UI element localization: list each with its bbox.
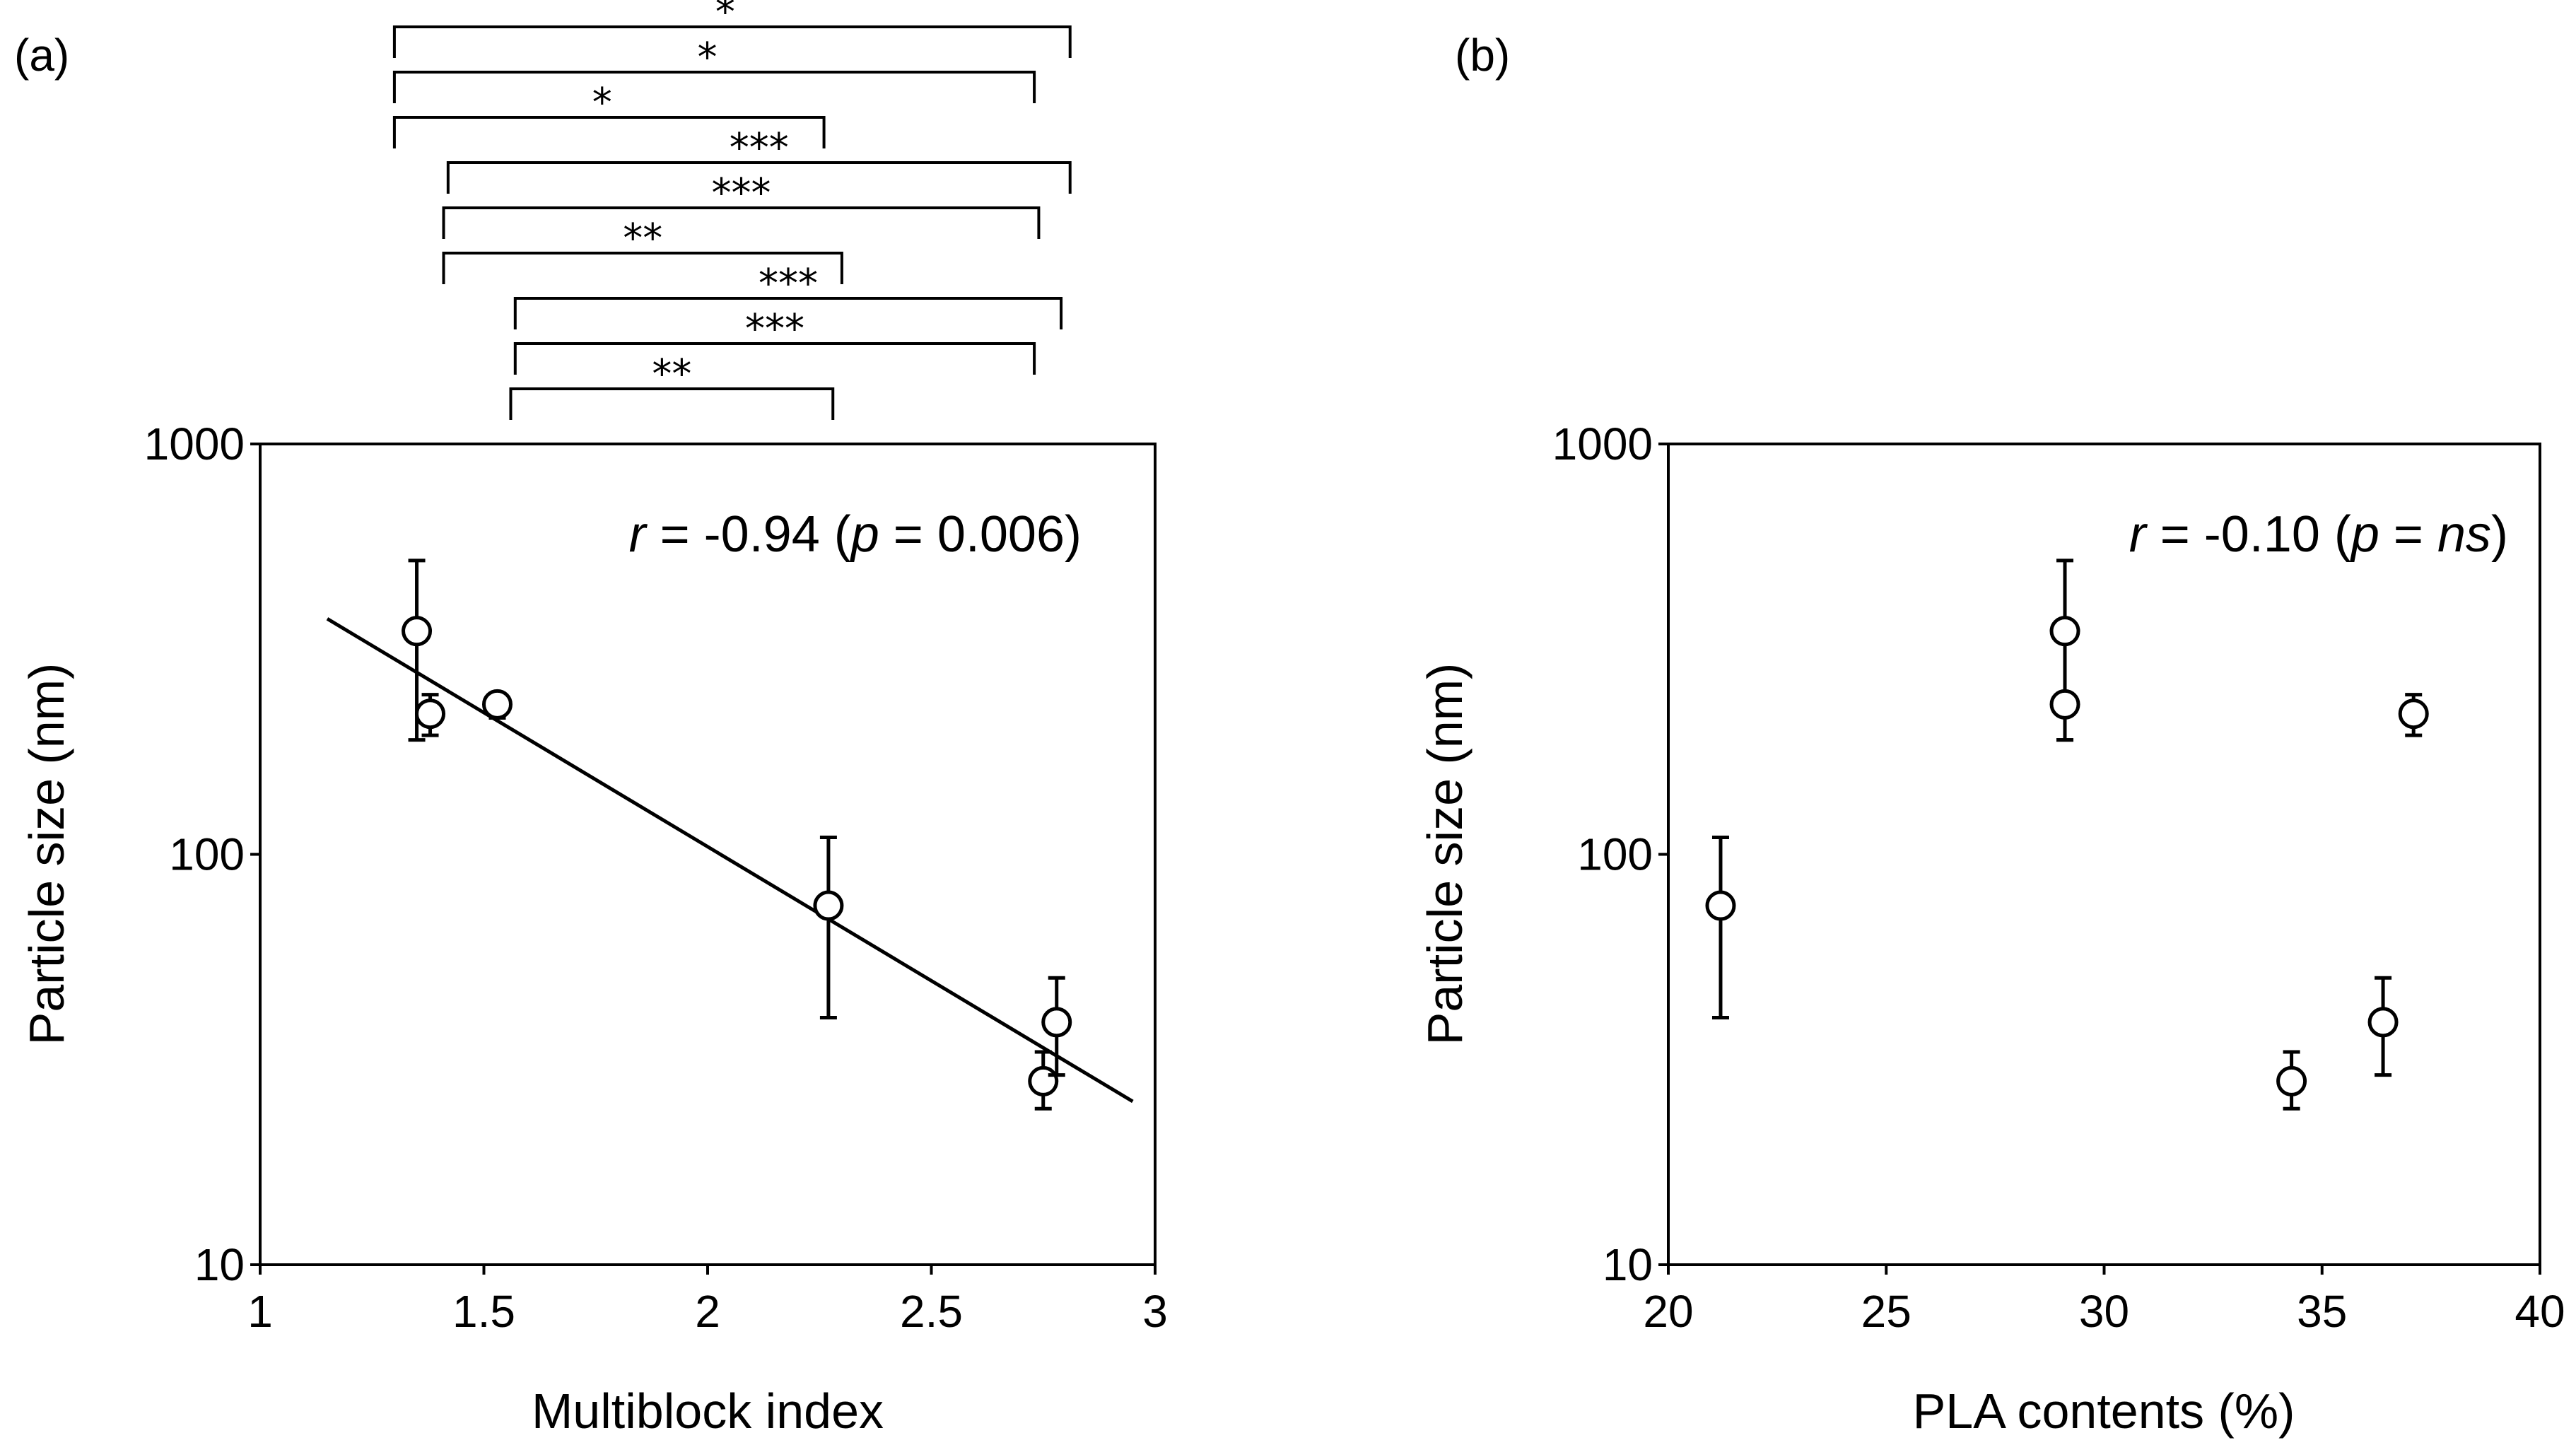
data-point: [402, 616, 433, 647]
significance-bracket: [442, 252, 843, 284]
data-point: [1041, 1007, 1072, 1038]
y-tick-label: 10: [1603, 1239, 1653, 1290]
significance-label: *: [715, 0, 735, 35]
significance-bracket: [392, 25, 1072, 58]
x-axis-title-a: Multiblock index: [532, 1383, 884, 1439]
r-value-b: = -0.10 (: [2146, 506, 2351, 563]
correlation-annotation-b: r = -0.10 (p = ns): [2129, 506, 2508, 563]
data-point: [2049, 616, 2080, 647]
y-tick-label: 100: [1577, 829, 1653, 880]
p-value-b: =: [2379, 506, 2437, 563]
y-ticks-a: 10 100 1000: [144, 419, 260, 1290]
significance-bracket: [442, 206, 1041, 239]
y-tick-label: 100: [169, 829, 245, 880]
y-ticks-b: 10 100 1000: [1552, 419, 1668, 1290]
x-ticks-b: 20 25 30 35 40: [1643, 1265, 2565, 1337]
x-ticks-a: 1 1.5 2 2.5 3: [247, 1265, 1168, 1337]
x-tick-label: 3: [1142, 1286, 1168, 1337]
y-tick-label: 1000: [144, 419, 245, 469]
data-points-a: [402, 558, 1072, 1111]
significance-label: **: [623, 216, 662, 262]
significance-bracket: [513, 297, 1063, 329]
correlation-annotation-a: r = -0.94 (p = 0.006): [629, 506, 1082, 563]
x-tick-label: 25: [1861, 1286, 1911, 1337]
data-point: [2276, 1065, 2307, 1096]
significance-bracket: [509, 387, 835, 420]
panel-b-label: (b): [1455, 30, 1510, 81]
significance-label: *: [697, 35, 717, 81]
y-tick-label: 10: [194, 1239, 245, 1290]
significance-label: ***: [730, 125, 789, 171]
r-symbol-a: r: [629, 506, 648, 563]
p-symbol-a: p: [850, 506, 879, 563]
x-axis-title-b: PLA contents (%): [1913, 1383, 2295, 1439]
y-axis-title-b: Particle size (nm): [1417, 663, 1473, 1046]
significance-bracket: [446, 161, 1072, 194]
trendline-a: [326, 617, 1134, 1104]
significance-label: ***: [745, 306, 804, 352]
data-points-b: [1705, 558, 2429, 1111]
x-tick-label: 2: [695, 1286, 720, 1337]
panel-b: (b) 10 100 1000 20 25 30 35 40 r = -0.10 (p = …: [1417, 30, 2565, 1439]
significance-label: ***: [711, 170, 771, 216]
significance-bracket: [392, 71, 1036, 103]
data-point: [2367, 1007, 2399, 1038]
x-tick-label: 1.5: [452, 1286, 515, 1337]
x-tick-label: 40: [2514, 1286, 2565, 1337]
panel-a-label: (a): [14, 30, 69, 81]
close-b: ): [2491, 506, 2508, 563]
data-point: [1028, 1065, 1059, 1096]
x-tick-label: 20: [1643, 1286, 1693, 1337]
ns-b: ns: [2437, 506, 2491, 563]
significance-label: *: [592, 80, 612, 126]
data-point: [1705, 890, 1736, 921]
data-point: [2398, 698, 2429, 730]
plot-area-a: [259, 443, 1157, 1266]
p-value-a: = 0.006): [879, 506, 1082, 563]
significance-brackets-a: *******************: [392, 0, 1072, 420]
significance-bracket: [513, 342, 1036, 375]
x-tick-label: 30: [2079, 1286, 2129, 1337]
significance-label: ***: [759, 261, 818, 307]
data-point: [481, 689, 513, 720]
plot-area-b: [1667, 443, 2541, 1266]
p-symbol-b: p: [2350, 506, 2379, 563]
y-axis-title-a: Particle size (nm): [19, 663, 74, 1046]
significance-label: **: [652, 351, 691, 397]
data-point: [813, 890, 844, 921]
y-tick-label: 1000: [1552, 419, 1653, 469]
data-point: [2049, 689, 2080, 720]
r-symbol-b: r: [2129, 506, 2148, 563]
x-tick-label: 35: [2297, 1286, 2347, 1337]
x-tick-label: 2.5: [900, 1286, 963, 1337]
significance-bracket: [392, 116, 826, 148]
data-point: [415, 698, 446, 730]
r-value-a: = -0.94 (: [646, 506, 851, 563]
x-tick-label: 1: [247, 1286, 273, 1337]
